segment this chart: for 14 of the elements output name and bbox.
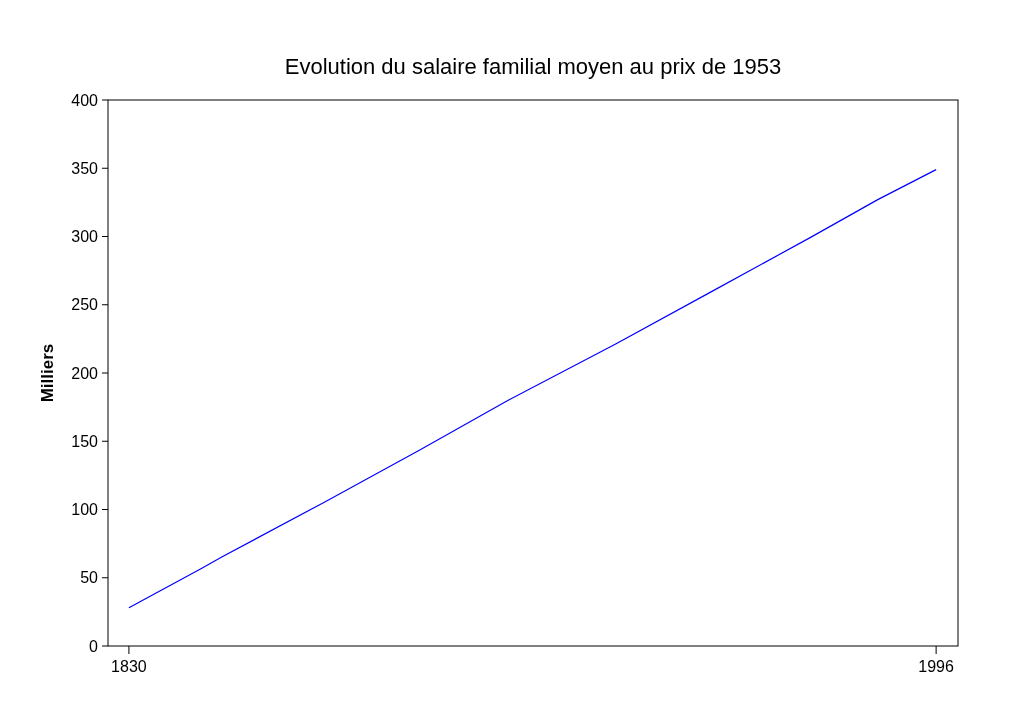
y-tick-label: 250 xyxy=(71,296,99,314)
y-tick-label: 400 xyxy=(71,91,99,109)
line-series xyxy=(128,169,937,609)
y-tick-label: 50 xyxy=(80,569,99,587)
chart-title: Evolution du salaire familial moyen au prix de 1953 xyxy=(284,54,782,79)
x-tick-label: 1996 xyxy=(918,658,955,675)
y-tick-label: 0 xyxy=(89,637,99,655)
x-tick-label: 1830 xyxy=(111,658,147,675)
y-tick-label: 150 xyxy=(71,432,99,450)
y-tick-label: 100 xyxy=(71,501,99,519)
y-tick-label: 300 xyxy=(71,228,99,246)
y-tick-label: 350 xyxy=(71,159,99,177)
y-tick-label: 200 xyxy=(71,364,99,382)
y-axis-title: Milliers xyxy=(38,343,57,403)
